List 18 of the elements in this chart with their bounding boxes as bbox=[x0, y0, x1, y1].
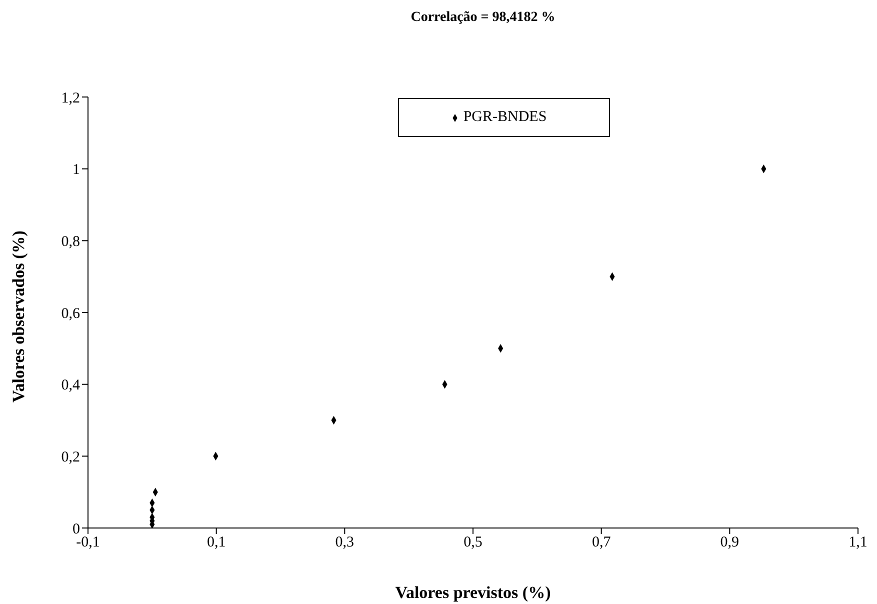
y-tick-label: 0,6 bbox=[61, 306, 80, 322]
y-axis-title: Valores observados (%) bbox=[9, 230, 28, 402]
x-axis-title: Valores previstos (%) bbox=[395, 583, 551, 602]
legend-label: PGR-BNDES bbox=[463, 109, 547, 125]
y-tick-label: 0 bbox=[72, 521, 80, 538]
x-tick-label: 1,1 bbox=[848, 534, 868, 551]
y-tick-label: 0,2 bbox=[61, 449, 80, 466]
x-tick-label: 0,9 bbox=[720, 534, 740, 551]
y-tick-label: 1,2 bbox=[61, 90, 80, 106]
x-tick-label: 0,5 bbox=[464, 534, 482, 551]
y-tick-label: 1 bbox=[72, 162, 80, 178]
y-tick-label: 0,4 bbox=[61, 378, 80, 394]
x-tick-label: 0,7 bbox=[592, 534, 612, 551]
y-tick-label: 0,8 bbox=[61, 234, 80, 250]
chart-title: Correlação = 98,4182 % bbox=[410, 9, 556, 27]
x-tick-label: 0,3 bbox=[335, 534, 354, 551]
x-tick-label: 0,1 bbox=[206, 534, 226, 551]
x-tick-label: -0,1 bbox=[76, 534, 100, 551]
